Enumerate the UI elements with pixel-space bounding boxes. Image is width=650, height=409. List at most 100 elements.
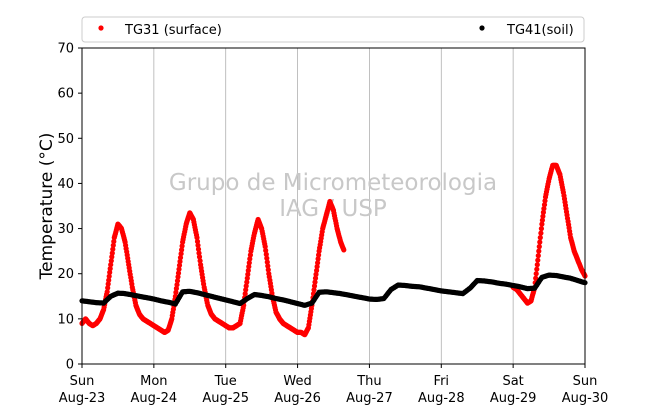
data-point xyxy=(105,281,111,287)
data-point xyxy=(313,271,319,277)
data-point xyxy=(106,277,112,283)
data-point xyxy=(242,291,248,297)
data-point xyxy=(312,275,319,281)
data-point xyxy=(247,256,253,262)
data-point xyxy=(105,285,111,291)
data-point xyxy=(173,289,179,295)
data-point xyxy=(246,264,252,270)
data-point xyxy=(176,266,182,272)
data-point xyxy=(246,260,252,266)
data-point xyxy=(541,202,548,208)
x-tick-label-day: Sun xyxy=(70,374,95,389)
data-point xyxy=(311,287,317,293)
data-point xyxy=(247,252,253,258)
data-point xyxy=(109,254,115,260)
y-tick-label: 20 xyxy=(57,267,74,282)
data-point xyxy=(174,282,180,288)
data-point xyxy=(243,283,249,289)
data-point xyxy=(263,251,269,257)
data-point xyxy=(534,262,540,268)
data-point xyxy=(538,230,544,236)
data-point xyxy=(539,221,545,227)
y-axis-label: Temperature (°C) xyxy=(37,133,57,281)
y-tick-label: 30 xyxy=(57,222,74,237)
data-point xyxy=(179,243,185,249)
data-point xyxy=(243,287,249,293)
data-point xyxy=(111,238,117,245)
plot-frame xyxy=(81,47,586,365)
data-point xyxy=(312,279,318,285)
x-tick-label-day: Mon xyxy=(140,374,167,389)
data-point xyxy=(534,266,540,272)
y-tick-label: 50 xyxy=(57,132,74,147)
data-point xyxy=(179,247,185,253)
data-point xyxy=(538,226,545,232)
x-tick-label-date: Aug-29 xyxy=(490,391,537,406)
data-point xyxy=(533,275,539,281)
data-point xyxy=(177,255,184,261)
x-tick-label-day: Thu xyxy=(356,374,381,389)
y-axis: 0 10 20 30 40 50 60 70 xyxy=(57,42,82,373)
legend-marker-tg31 xyxy=(98,25,104,31)
x-tick-label-day: Wed xyxy=(283,374,311,389)
data-point xyxy=(537,235,543,241)
legend-marker-tg41 xyxy=(479,25,485,31)
data-point xyxy=(316,252,322,258)
x-tick-label-date: Aug-26 xyxy=(274,391,321,406)
x-tick-label-date: Aug-28 xyxy=(418,391,465,406)
data-point xyxy=(540,209,547,215)
data-point xyxy=(196,250,202,256)
data-point xyxy=(264,259,270,265)
data-point xyxy=(262,244,268,250)
data-point xyxy=(110,246,116,252)
legend-box xyxy=(81,16,585,43)
x-axis: Sun Aug-23 Mon Aug-24 Tue Aug-25 Wed Aug-26 Thu A… xyxy=(59,364,609,406)
x-tick-label-day: Fri xyxy=(434,374,450,389)
watermark-line-1: Grupo de Micrometeorologia xyxy=(169,170,497,196)
data-point xyxy=(535,253,541,259)
data-point xyxy=(110,242,116,248)
x-tick-label-date: Aug-27 xyxy=(346,391,393,406)
data-point xyxy=(315,260,321,266)
data-point xyxy=(196,254,203,260)
legend-label-tg41: TG41(soil) xyxy=(506,23,574,38)
y-tick-label: 60 xyxy=(57,87,74,102)
data-point xyxy=(106,273,112,279)
data-point xyxy=(195,242,201,248)
x-tick-label-date: Aug-23 xyxy=(59,391,106,406)
data-point xyxy=(108,258,114,264)
data-point xyxy=(314,264,320,270)
data-point xyxy=(197,258,203,264)
data-point xyxy=(341,247,347,253)
legend: TG31 (surface) TG41(soil) xyxy=(81,16,585,43)
data-point xyxy=(176,262,183,268)
data-point xyxy=(314,267,320,274)
data-point xyxy=(177,258,183,265)
x-tick-label-day: Sat xyxy=(502,374,523,389)
data-point xyxy=(175,274,181,280)
data-point xyxy=(533,271,539,277)
data-point xyxy=(542,198,548,204)
data-point xyxy=(245,267,251,274)
data-point xyxy=(263,247,269,254)
y-tick-label: 70 xyxy=(57,42,74,57)
data-point xyxy=(194,235,200,241)
data-point xyxy=(539,217,546,223)
data-point xyxy=(536,244,542,250)
x-tick-label-day: Tue xyxy=(214,374,237,389)
data-point xyxy=(536,248,542,254)
legend-label-tg31: TG31 (surface) xyxy=(124,23,222,38)
data-point xyxy=(537,239,543,245)
data-point xyxy=(535,257,541,263)
data-point xyxy=(174,278,181,284)
data-point xyxy=(245,271,251,277)
x-tick-label-date: Aug-30 xyxy=(562,391,609,406)
data-point xyxy=(265,263,271,269)
data-point xyxy=(315,256,321,262)
y-tick-label: 40 xyxy=(57,177,74,192)
data-point xyxy=(244,275,250,281)
data-point xyxy=(311,283,318,289)
vertical-gridlines xyxy=(153,48,514,364)
